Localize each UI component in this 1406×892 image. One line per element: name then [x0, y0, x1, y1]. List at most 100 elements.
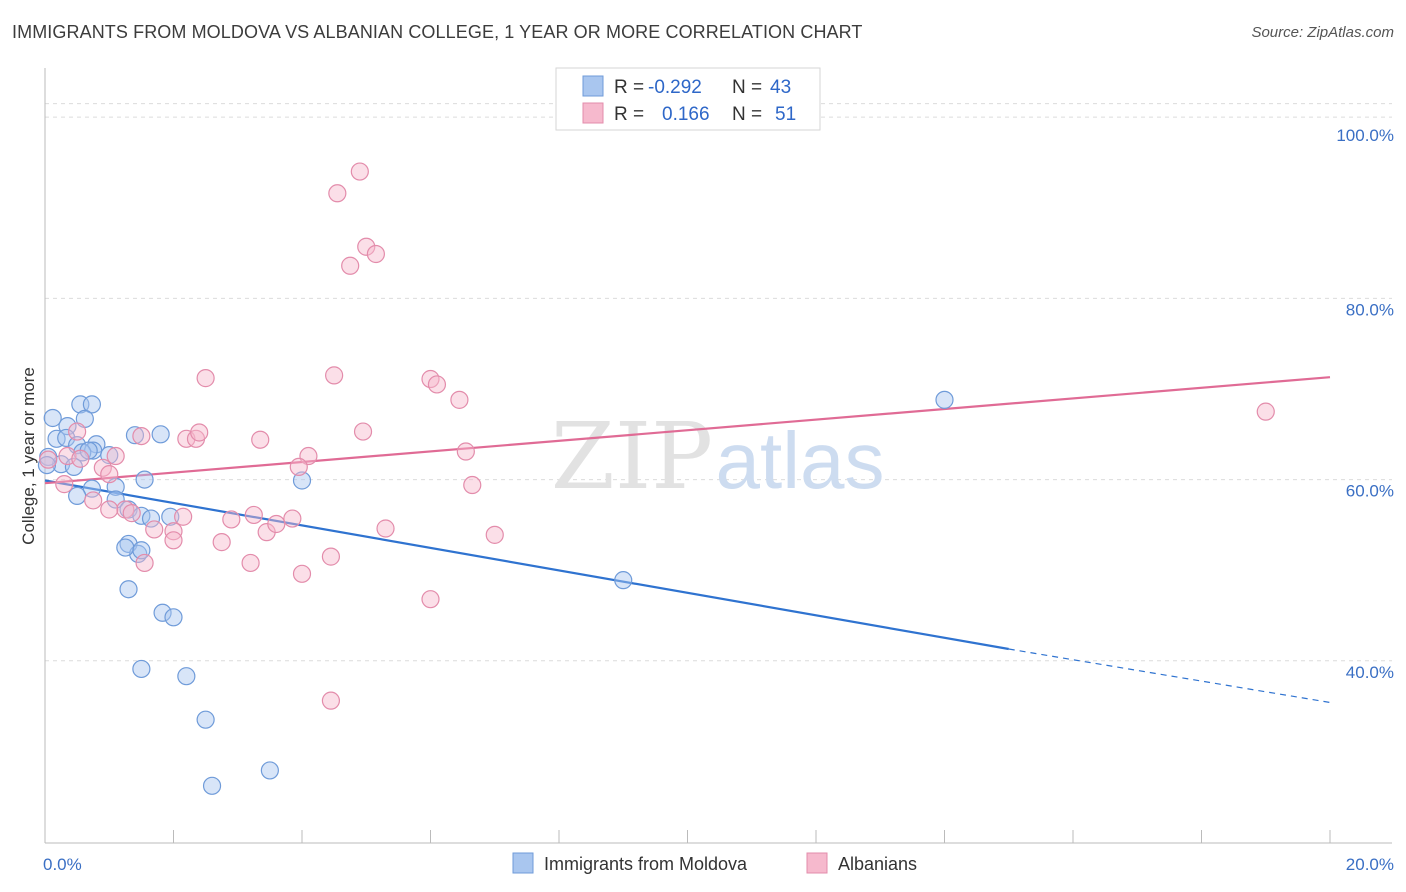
- watermark-atlas: atlas: [716, 416, 885, 505]
- moldova-point-30: [116, 538, 135, 557]
- bottom-legend-swatch-pink: [806, 852, 828, 874]
- moldova-point-41: [935, 390, 954, 409]
- moldova-point-35: [132, 659, 151, 679]
- albanian-point-10: [122, 504, 141, 523]
- moldova-point-10: [73, 443, 92, 462]
- bottom-legend-label-1: Immigrants from Moldova: [544, 854, 748, 874]
- moldova-point-33: [153, 603, 172, 622]
- moldova-trend-extension: [1008, 648, 1331, 704]
- legend-n-label-1: N =: [732, 77, 762, 98]
- moldova-point-26: [141, 509, 161, 528]
- moldova-point-38: [202, 776, 222, 795]
- moldova-point-36: [177, 667, 196, 686]
- albanian-point-1: [55, 475, 74, 494]
- albanian-point-37: [366, 244, 385, 264]
- albanian-point-28: [283, 509, 302, 528]
- albanian-point-21: [212, 533, 231, 552]
- moldova-point-17: [151, 425, 170, 444]
- bottom-legend-swatch-blue: [512, 852, 534, 874]
- axes: [44, 68, 1392, 844]
- albanian-point-20: [196, 369, 215, 388]
- albanian-point-46: [485, 525, 504, 544]
- albanian-point-50: [100, 500, 119, 519]
- albanian-point-3: [68, 422, 87, 441]
- x-tick-label-start: 0.0%: [43, 855, 82, 874]
- x-tick-labels: 0.0% 20.0%: [43, 855, 1394, 874]
- y-tick-label-80: 80.0%: [1346, 300, 1394, 319]
- albanian-point-33: [321, 691, 341, 710]
- moldova-point-0: [43, 408, 62, 428]
- moldova-point-27: [161, 507, 180, 526]
- legend-swatch-pink: [582, 102, 604, 124]
- moldova-point-42: [614, 571, 633, 590]
- trend-lines: [44, 376, 1331, 704]
- moldova-point-23: [106, 490, 125, 509]
- albanian-point-29: [292, 564, 312, 583]
- albanian-point-31: [325, 366, 344, 385]
- albanian-point-32: [321, 547, 341, 566]
- albanian-point-39: [376, 519, 395, 538]
- data-points: [37, 162, 1275, 795]
- y-tick-label-60: 60.0%: [1346, 482, 1394, 501]
- albanian-trend-line: [44, 376, 1331, 485]
- albanian-point-34: [328, 184, 347, 203]
- correlation-legend: R = -0.292 N = 43 R = 0.166 N = 51: [555, 67, 821, 131]
- albanian-point-43: [450, 390, 469, 409]
- legend-swatch-blue: [582, 75, 604, 97]
- albanian-point-0: [39, 450, 58, 469]
- albanian-point-49: [1256, 402, 1275, 421]
- albanian-point-48: [289, 457, 308, 477]
- legend-n-value-1: 43: [770, 77, 791, 98]
- moldova-point-2: [47, 429, 66, 448]
- series-legend: Immigrants from Moldova Albanians: [512, 852, 917, 874]
- legend-n-label-2: N =: [732, 104, 762, 125]
- legend-r-value-1: -0.292: [648, 77, 702, 98]
- albanian-point-15: [174, 507, 193, 526]
- albanian-point-12: [135, 553, 154, 573]
- albanian-point-4: [71, 449, 90, 468]
- moldova-point-5: [82, 395, 102, 414]
- albanian-point-27: [267, 514, 286, 534]
- moldova-point-32: [119, 580, 138, 599]
- y-tick-label-100: 100.0%: [1336, 126, 1394, 145]
- albanian-point-44: [456, 442, 475, 461]
- albanian-point-35: [341, 256, 360, 275]
- albanian-point-11: [132, 427, 151, 446]
- y-tick-label-40: 40.0%: [1346, 663, 1394, 682]
- y-axis-title: College, 1 year or more: [19, 367, 38, 545]
- albanian-point-41: [427, 375, 447, 394]
- grid-lines: [45, 103, 1392, 662]
- albanian-point-23: [241, 553, 260, 573]
- source-label: Source: ZipAtlas.com: [1251, 24, 1394, 41]
- albanian-point-36: [357, 237, 376, 256]
- albanian-point-19: [190, 423, 209, 442]
- watermark-zip: ZIP: [551, 403, 713, 510]
- x-tick-label-end: 20.0%: [1346, 855, 1394, 874]
- albanian-point-16: [164, 531, 183, 550]
- albanian-point-47: [350, 162, 369, 181]
- albanian-point-42: [421, 590, 440, 609]
- chart-title: IMMIGRANTS FROM MOLDOVA VS ALBANIAN COLL…: [12, 22, 863, 42]
- albanian-point-24: [244, 505, 263, 525]
- legend-r-label-1: R =: [614, 77, 644, 98]
- legend-r-label-2: R =: [614, 104, 644, 125]
- albanian-point-25: [251, 430, 270, 449]
- moldova-point-40: [292, 471, 312, 490]
- albanian-point-45: [463, 475, 482, 495]
- moldova-point-19: [135, 470, 154, 489]
- legend-r-value-2: 0.166: [662, 104, 710, 125]
- albanian-point-22: [222, 510, 241, 529]
- moldova-point-39: [260, 761, 279, 780]
- albanian-point-13: [145, 520, 164, 539]
- y-tick-labels: 40.0% 60.0% 80.0% 100.0%: [1336, 126, 1394, 682]
- legend-n-value-2: 51: [775, 104, 796, 125]
- bottom-legend-label-2: Albanians: [838, 854, 917, 874]
- albanian-point-38: [353, 422, 373, 441]
- watermark: ZIP atlas: [551, 403, 885, 510]
- moldova-point-37: [196, 710, 215, 729]
- albanian-point-5: [84, 491, 103, 510]
- moldova-point-18: [125, 426, 145, 445]
- moldova-point-3: [57, 428, 76, 448]
- moldova-trend-line: [44, 479, 1009, 651]
